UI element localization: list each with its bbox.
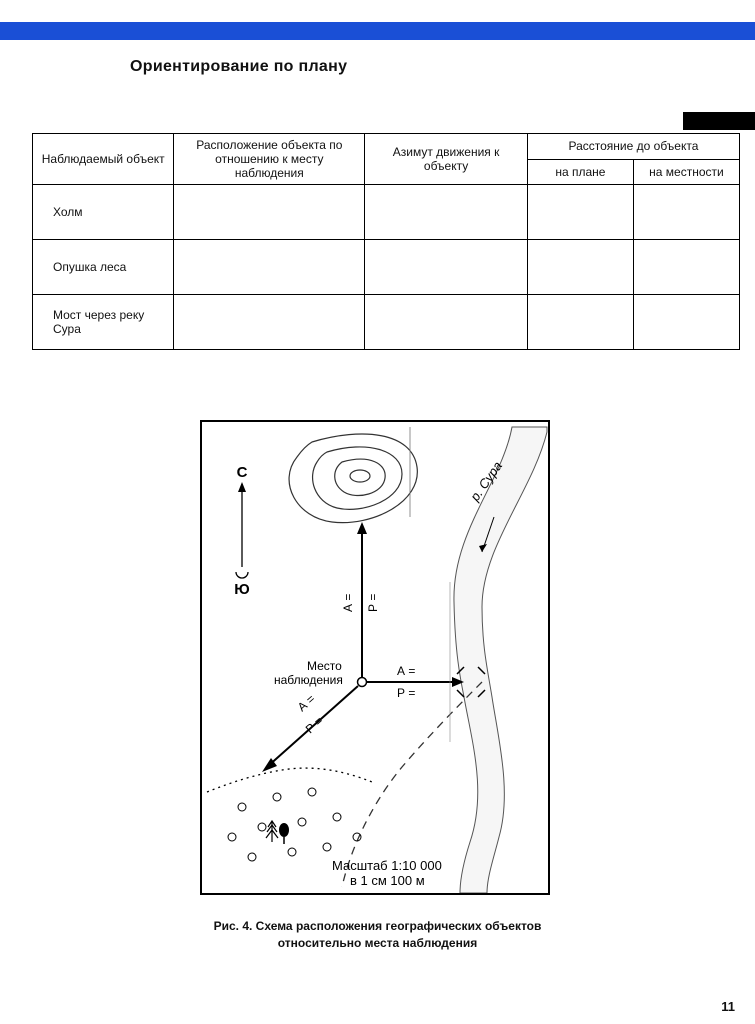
table-cell (527, 295, 633, 350)
arrow-north-head (357, 522, 367, 534)
observation-table: Наблюдаемый объект Расположение объекта … (32, 133, 740, 350)
caption-line-2: относительно места наблюдения (278, 936, 477, 950)
observation-point-icon (358, 678, 367, 687)
table-cell (365, 240, 528, 295)
col-subheader-plan: на плане (527, 159, 633, 185)
diagram-svg: р. Сура С Ю Место наблюде (202, 422, 548, 893)
table-cell (527, 185, 633, 240)
svg-text:Ю: Ю (234, 581, 249, 598)
annot-a-north: А = (341, 594, 355, 612)
caption-line-1: Рис. 4. Схема расположения географически… (214, 919, 542, 933)
table-row: Холм (33, 185, 740, 240)
table-cell (633, 240, 739, 295)
table-cell (174, 185, 365, 240)
table-row: Опушка леса (33, 240, 740, 295)
scale-label-1: Масштаб 1:10 000 (332, 858, 442, 873)
page-title: Ориентирование по плану (130, 58, 347, 76)
col-subheader-terrain: на местности (633, 159, 739, 185)
table-row: Мост через реку Сура (33, 295, 740, 350)
forest-icon (228, 788, 361, 861)
top-color-bar (0, 22, 755, 40)
river-shape (454, 427, 547, 893)
table-cell (365, 295, 528, 350)
conifer-tree-icon (266, 821, 278, 842)
table-cell (633, 185, 739, 240)
page-number: 11 (721, 999, 735, 1014)
observation-table-wrap: Наблюдаемый объект Расположение объекта … (32, 133, 740, 350)
table-cell (174, 295, 365, 350)
table-cell (174, 240, 365, 295)
dashed-path (342, 682, 482, 887)
col-header-location: Расположение объекта по отношению к мест… (174, 134, 365, 185)
hill-icon (289, 434, 417, 523)
deciduous-tree-icon (279, 823, 289, 844)
annot-p-north: Р = (366, 594, 380, 612)
observation-point-label: Место наблюдения (274, 659, 345, 687)
table-cell (365, 185, 528, 240)
row-label: Мост через реку Сура (33, 295, 174, 350)
table-cell (633, 295, 739, 350)
table-cell (527, 240, 633, 295)
row-label: Опушка леса (33, 240, 174, 295)
row-label: Холм (33, 185, 174, 240)
compass-icon: С Ю (234, 464, 249, 598)
black-tab (683, 112, 755, 130)
forest-edge-line (207, 768, 372, 792)
annot-a-sw: А = (295, 692, 318, 715)
col-header-azimuth: Азимут движения к объекту (365, 134, 528, 185)
col-header-object: Наблюдаемый объект (33, 134, 174, 185)
annot-p-east: Р = (397, 686, 415, 700)
page: Ориентирование по плану Наблюдаемый объе… (0, 0, 755, 1024)
annot-a-east: А = (397, 664, 415, 678)
figure-caption: Рис. 4. Схема расположения географически… (0, 918, 755, 952)
scale-label-2: в 1 см 100 м (350, 873, 425, 888)
col-header-distance: Расстояние до объекта (527, 134, 739, 160)
svg-text:С: С (237, 464, 248, 481)
diagram-figure: р. Сура С Ю Место наблюде (200, 420, 550, 895)
